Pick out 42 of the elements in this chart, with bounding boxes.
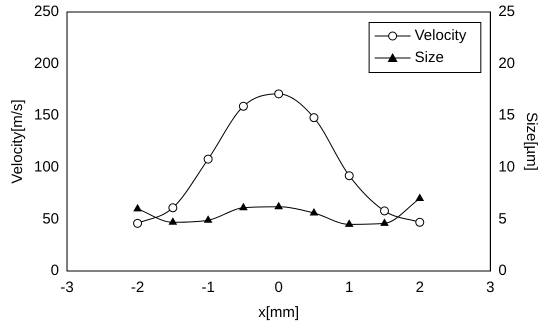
point [168,218,177,225]
y-tick-label: 150 [34,106,60,124]
point [274,202,283,210]
point [239,203,248,210]
y2-tick-label: 20 [498,54,516,72]
x-tick-label: 1 [345,279,354,296]
x-tick-label: -1 [201,279,215,296]
point [345,220,354,227]
y-axis-title: Velocity[m/s] [9,99,26,184]
point [134,204,142,212]
legend-label: Velocity [414,27,467,44]
point [204,216,212,223]
point [309,113,318,122]
x-tick-label: -3 [60,279,74,296]
y-tick-label: 200 [34,54,60,72]
point [133,218,142,228]
point [344,171,354,180]
y-tick-label: 100 [34,158,60,176]
x-tick-label: 2 [416,279,424,296]
y2-tick-label: 5 [498,210,507,228]
y2-tick-label: 0 [498,262,507,280]
legend-label: Size [414,49,444,66]
x-tick-label: 0 [274,279,283,296]
x-tick-label: -2 [130,279,144,296]
x-axis-title: x[mm] [258,304,300,322]
point [416,194,424,201]
point [380,218,388,226]
y2-tick-label: 25 [498,3,516,20]
y2-tick-label: 15 [498,106,516,124]
x-tick-label: 3 [486,279,494,296]
point [380,206,389,216]
point [310,208,318,216]
y2-axis-title: Size[µm] [522,112,540,171]
point [274,89,284,98]
point [168,203,178,212]
y-tick-label: 250 [34,3,60,20]
y-tick-label: 50 [42,210,60,228]
point [204,154,213,164]
point [238,102,248,111]
y-tick-label: 0 [50,262,60,280]
point [415,218,424,227]
y2-tick-label: 10 [498,158,516,176]
